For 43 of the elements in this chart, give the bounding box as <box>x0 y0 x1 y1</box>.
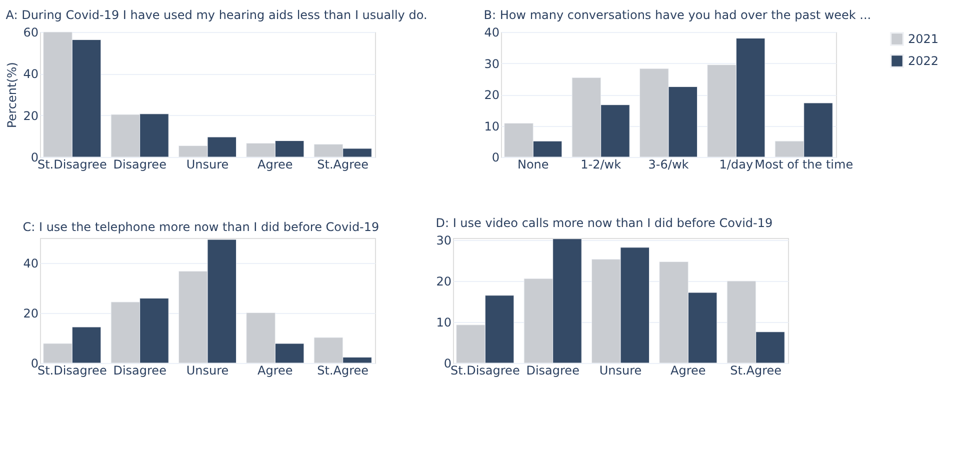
x-tick-label: Agree <box>258 364 293 378</box>
x-tick-label: 1-2/wk <box>580 158 622 172</box>
y-tick-label: 40 <box>484 26 500 40</box>
x-tick-label: St.Disagree <box>450 364 520 378</box>
y-tick-label: 40 <box>23 67 38 82</box>
y-tick-label: 40 <box>23 256 38 270</box>
y-tick-label: 30 <box>484 56 500 71</box>
x-tick-label: Disagree <box>113 158 166 172</box>
x-tick-label: St.Disagree <box>37 364 107 378</box>
y-tick-label: 20 <box>23 306 38 320</box>
y-tick-label: 0 <box>30 150 38 164</box>
chart-title: B: How many conversations have you had over the past week ... <box>484 8 872 22</box>
y-tick-label: 10 <box>436 316 452 330</box>
x-tick-label: Unsure <box>599 364 642 378</box>
x-tick-label: St.Agree <box>317 364 369 378</box>
legend-label: 2022 <box>908 54 939 68</box>
x-tick-label: Agree <box>670 364 706 378</box>
y-tick-label: 20 <box>484 88 500 102</box>
chart-title: A: During Covid-19 I have used my hearing aids less than I usually do. <box>6 8 428 22</box>
x-tick-label: None <box>517 158 549 172</box>
x-tick-label: St.Agree <box>730 364 782 378</box>
y-tick-label: 0 <box>492 150 500 164</box>
x-tick-label: Unsure <box>186 158 229 172</box>
x-tick-label: 1/day <box>719 158 754 172</box>
chart-title: D: I use video calls more now than I did before Covid-19 <box>436 216 773 230</box>
y-tick-label: 10 <box>484 119 500 134</box>
y-tick-label: 20 <box>23 108 38 123</box>
y-tick-label: 20 <box>436 274 452 289</box>
x-tick-label: 3-6/wk <box>648 158 689 172</box>
x-tick-label: Agree <box>258 158 293 172</box>
x-tick-label: Disagree <box>526 364 580 378</box>
y-tick-label: 60 <box>23 26 38 40</box>
y-tick-label: 0 <box>30 356 38 370</box>
y-tick-label: 30 <box>436 234 452 248</box>
x-tick-label: St.Disagree <box>37 158 107 172</box>
x-tick-label: Disagree <box>113 364 166 378</box>
x-tick-label: Most of the time <box>754 158 854 172</box>
x-tick-label: Unsure <box>186 364 229 378</box>
chart-title: C: I use the telephone more now than I did before Covid-19 <box>22 220 380 234</box>
y-tick-label: 0 <box>444 356 452 370</box>
legend-label: 2021 <box>908 32 939 46</box>
y-axis-title: Percent(%) <box>5 62 20 128</box>
x-tick-label: St.Agree <box>317 158 369 172</box>
